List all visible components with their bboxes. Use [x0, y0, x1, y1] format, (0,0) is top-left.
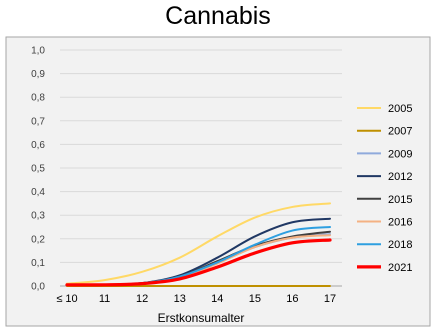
legend-label-2018: 2018 [388, 239, 412, 251]
y-tick-label: 0,0 [31, 282, 45, 293]
legend-label-2021: 2021 [388, 262, 412, 274]
x-tick-label: 15 [249, 293, 261, 305]
chart-title: Cannabis [165, 2, 271, 30]
x-tick-label: ≤ 10 [56, 293, 77, 305]
x-tick-label: 17 [324, 293, 336, 305]
x-tick-label: 13 [174, 293, 186, 305]
y-tick-label: 1,0 [31, 46, 45, 57]
y-tick-label: 0,5 [31, 164, 45, 175]
x-tick-label: 14 [211, 293, 223, 305]
x-tick-label: 16 [286, 293, 298, 305]
y-tick-label: 0,6 [31, 140, 45, 151]
legend-label-2005: 2005 [388, 103, 412, 115]
y-tick-label: 0,1 [31, 258, 45, 269]
x-tick-label: 12 [136, 293, 148, 305]
legend-label-2009: 2009 [388, 148, 412, 160]
chart-background [5, 36, 431, 327]
legend-label-2015: 2015 [388, 194, 412, 206]
series-line-2005 [66, 202, 331, 285]
legend-label-2012: 2012 [388, 171, 412, 183]
x-tick-label: 11 [99, 293, 110, 305]
series-line-2021 [65, 238, 332, 287]
legend-label-2016: 2016 [388, 217, 412, 229]
y-tick-label: 0,3 [31, 211, 45, 222]
legend-label-2007: 2007 [388, 126, 412, 138]
x-axis-label: Erstkonsumalter [158, 311, 245, 325]
y-tick-label: 0,2 [31, 234, 45, 245]
y-tick-label: 0,9 [31, 69, 45, 80]
y-tick-label: 0,4 [31, 187, 45, 198]
y-tick-label: 0,7 [31, 116, 45, 127]
y-tick-label: 0,8 [31, 93, 45, 104]
